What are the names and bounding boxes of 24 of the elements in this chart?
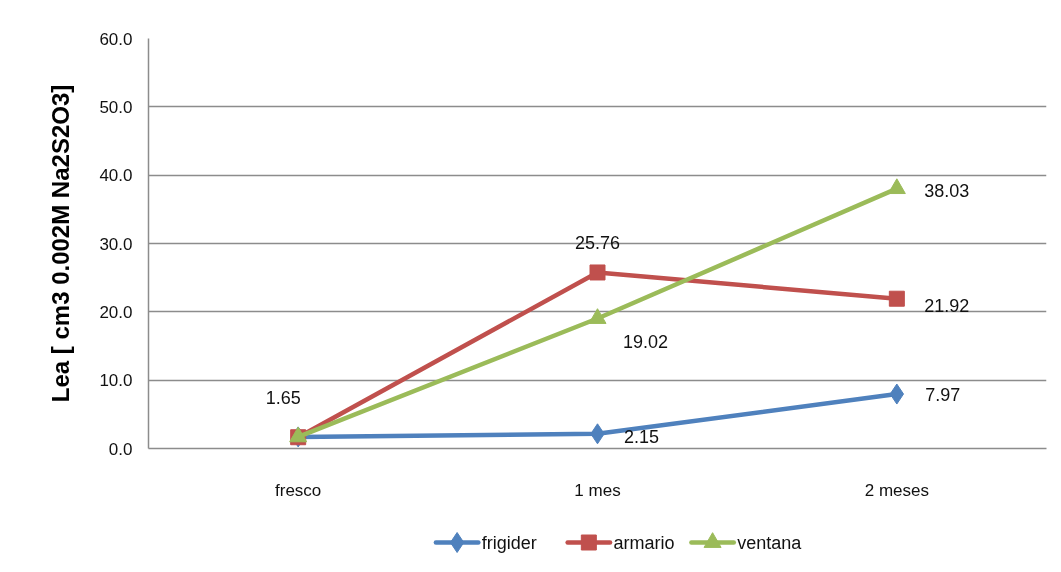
x-tick-label: fresco xyxy=(275,480,322,500)
point xyxy=(589,264,606,281)
data-label: 25.76 xyxy=(574,232,621,253)
y-tick-label: 30.0 xyxy=(99,234,133,254)
y-axis-title: Lea [ cm3 0.002M Na2S2O3] xyxy=(47,84,75,403)
data-label: 7.97 xyxy=(925,384,961,405)
legend-label: ventana xyxy=(737,532,803,553)
y-tick-label: 10.0 xyxy=(99,371,133,391)
x-tick-label: 1 mes xyxy=(574,480,621,500)
y-tick-label: 40.0 xyxy=(99,166,133,186)
y-tick-label: 0.0 xyxy=(108,439,133,459)
y-tick-label: 50.0 xyxy=(99,97,133,117)
data-label: 38.03 xyxy=(924,181,970,202)
y-tick-label: 20.0 xyxy=(99,302,133,322)
data-label: 21.92 xyxy=(924,296,970,317)
point xyxy=(588,308,607,324)
legend-label: armario xyxy=(613,532,675,553)
data-label: 19.02 xyxy=(622,332,669,353)
data-label: 1.65 xyxy=(265,387,301,408)
point xyxy=(888,290,905,307)
data-label: 2.15 xyxy=(623,427,660,448)
x-tick-label: 2 meses xyxy=(864,480,929,500)
y-tick-label: 60.0 xyxy=(99,29,133,49)
legend-label: frigider xyxy=(481,532,537,553)
